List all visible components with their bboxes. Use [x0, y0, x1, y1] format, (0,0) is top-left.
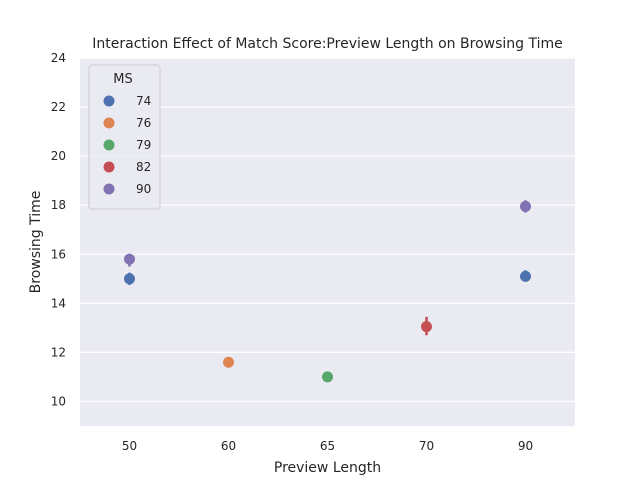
y-tick-label: 22	[51, 100, 66, 114]
legend-item: 76	[103, 116, 151, 130]
x-tick-labels: 50 60 65 70 90	[122, 439, 533, 453]
legend-label: 74	[136, 94, 151, 108]
legend-title: MS	[113, 72, 132, 87]
x-axis-label: Preview Length	[274, 460, 381, 476]
legend-marker	[103, 183, 115, 195]
legend-label: 90	[136, 182, 151, 196]
legend-marker	[103, 139, 115, 151]
data-point	[124, 273, 135, 285]
data-points	[124, 200, 531, 383]
x-tick-label: 65	[320, 439, 335, 453]
data-point	[520, 270, 531, 282]
x-tick-label: 60	[221, 439, 236, 453]
x-tick-label: 50	[122, 439, 137, 453]
y-tick-label: 18	[51, 198, 66, 212]
legend-label: 79	[136, 138, 151, 152]
data-point	[322, 371, 333, 383]
y-tick-label: 16	[51, 247, 66, 261]
legend-item: 79	[103, 138, 151, 152]
chart-title: Interaction Effect of Match Score:Previe…	[92, 36, 562, 52]
legend-marker	[103, 117, 115, 129]
y-tick-labels: 10 12 14 16 18 20 22 24	[51, 51, 66, 408]
y-axis-label: Browsing Time	[28, 191, 44, 294]
y-tick-label: 24	[51, 51, 66, 65]
legend-marker	[103, 161, 115, 173]
y-tick-label: 10	[51, 394, 66, 408]
legend-item: 74	[103, 94, 151, 108]
data-point	[520, 200, 531, 212]
legend: MS 74 76 79 82 90	[88, 64, 161, 210]
legend-label: 82	[136, 160, 151, 174]
y-tick-label: 14	[51, 296, 66, 310]
plot-area	[80, 58, 575, 426]
legend-label: 76	[136, 116, 151, 130]
data-point	[124, 253, 135, 265]
gridlines	[80, 57, 575, 403]
x-tick-label: 90	[518, 439, 533, 453]
legend-item: 90	[103, 182, 151, 196]
y-tick-label: 20	[51, 149, 66, 163]
y-tick-label: 12	[51, 345, 66, 359]
data-point	[421, 321, 432, 333]
x-tick-label: 70	[419, 439, 434, 453]
legend-item: 82	[103, 160, 151, 174]
data-point	[223, 356, 234, 368]
legend-marker	[103, 95, 115, 107]
